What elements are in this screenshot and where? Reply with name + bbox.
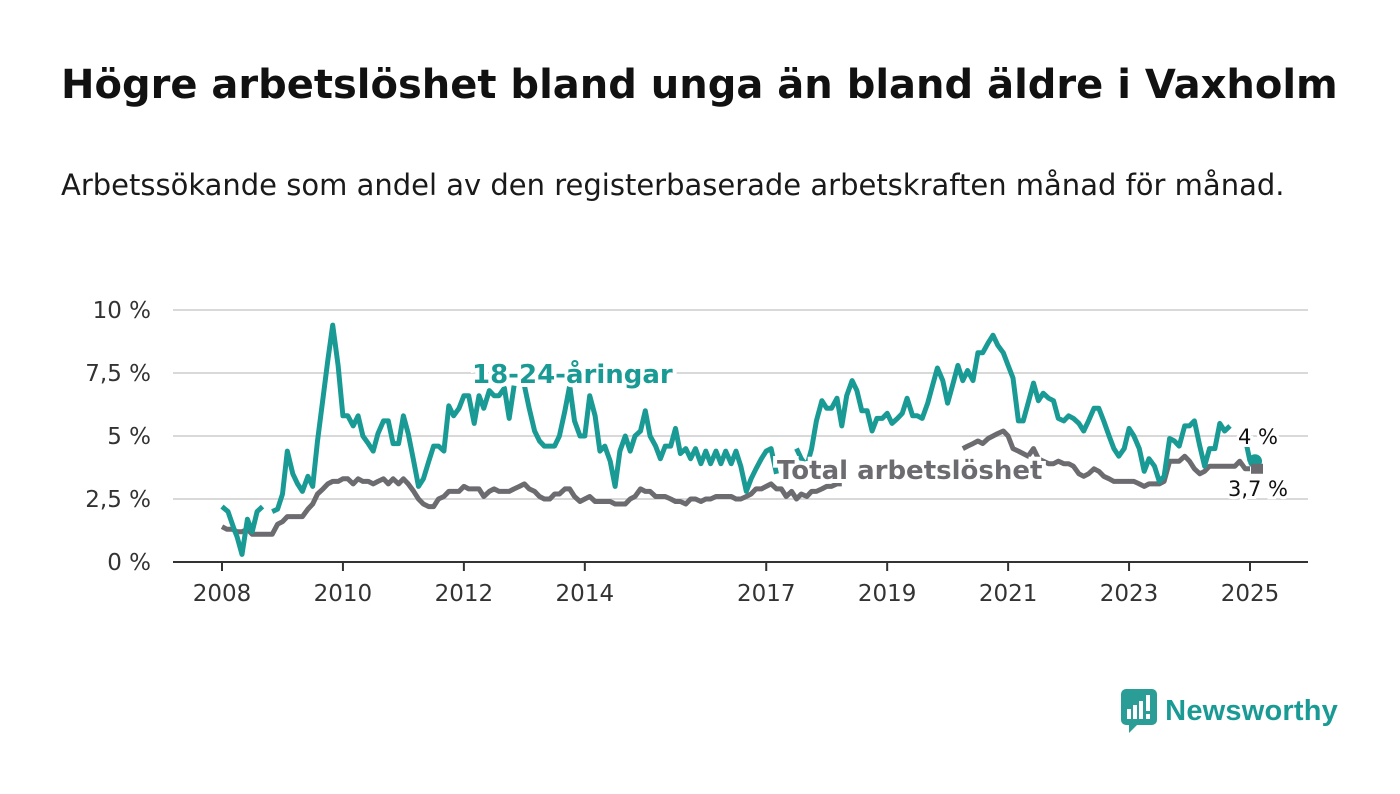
total-series-label: Total arbetslöshet xyxy=(777,456,1042,486)
total-unemployment-line xyxy=(220,428,1250,537)
y-tick-label: 5 % xyxy=(107,424,151,450)
youth-end-value-label: 4 % xyxy=(1238,425,1278,449)
x-tick-label: 2023 xyxy=(1100,581,1159,607)
grid-lines xyxy=(173,309,1308,563)
y-tick-label: 7,5 % xyxy=(85,361,151,387)
y-axis-ticks: 0 % 2,5 % 5 % 7,5 % 10 % xyxy=(85,298,151,576)
x-tick-label: 2014 xyxy=(556,581,615,607)
total-end-value-label: 3,7 % xyxy=(1228,477,1288,501)
x-tick-label: 2021 xyxy=(979,581,1038,607)
x-tick-label: 2025 xyxy=(1221,581,1280,607)
y-tick-label: 0 % xyxy=(107,550,151,576)
x-tick-label: 2012 xyxy=(435,581,494,607)
x-tick-label: 2019 xyxy=(858,581,917,607)
series-lines xyxy=(220,322,1263,557)
bar-chart-logo-icon xyxy=(1121,689,1158,733)
y-tick-label: 10 % xyxy=(93,298,151,324)
brand-name: Newsworthy xyxy=(1165,694,1338,727)
newsworthy-logo: Newsworthy xyxy=(1121,689,1338,733)
chart-subtitle: Arbetssökande som andel av den registerb… xyxy=(61,168,1285,202)
total-end-marker xyxy=(1251,463,1263,474)
youth-series-label: 18-24-åringar xyxy=(472,358,673,390)
chart-title: Högre arbetslöshet bland unga än bland ä… xyxy=(61,62,1338,108)
x-tick-label: 2017 xyxy=(737,581,796,607)
x-axis-ticks: 2008 2010 2012 2014 2017 2019 2021 2023 2025 xyxy=(193,562,1280,607)
x-tick-label: 2010 xyxy=(314,581,373,607)
youth-unemployment-line xyxy=(220,322,1253,557)
series-labels: 18-24-åringar Total arbetslöshet 4 % 3,7 % xyxy=(468,354,1291,504)
x-tick-label: 2008 xyxy=(193,581,252,607)
y-tick-label: 2,5 % xyxy=(85,487,151,513)
